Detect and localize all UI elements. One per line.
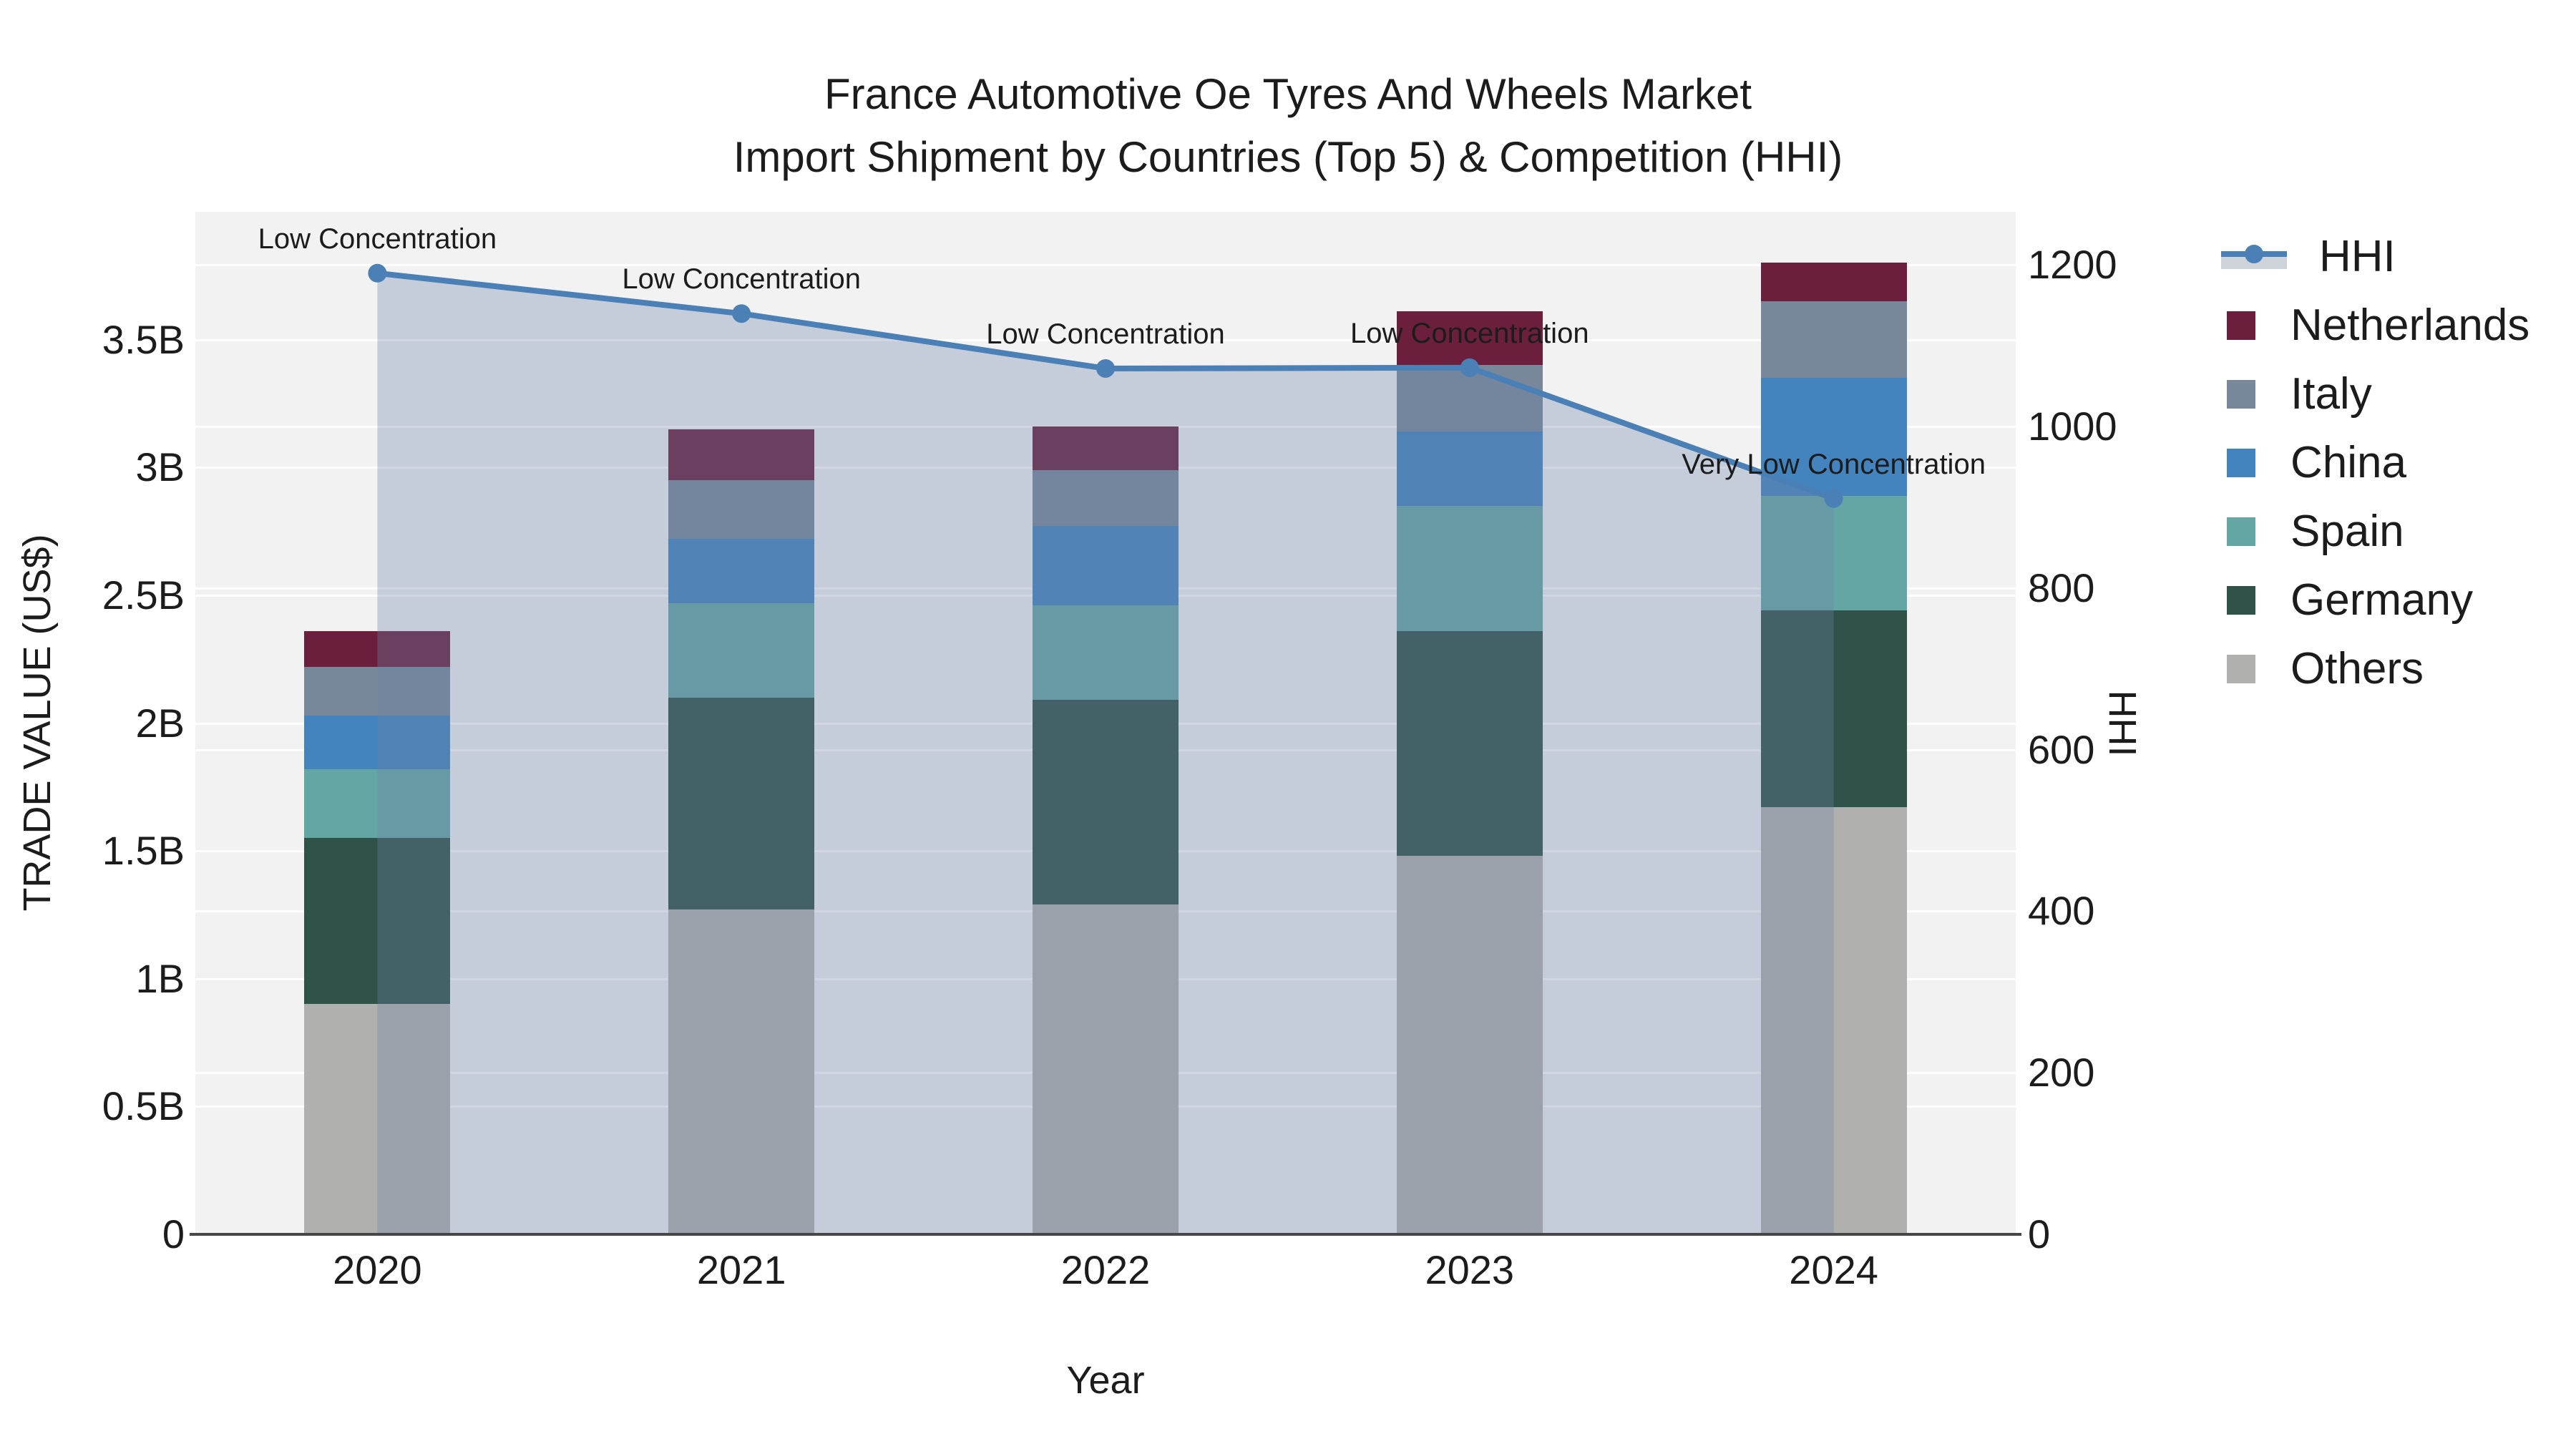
bar-segment-others-2023[interactable] [1396, 856, 1543, 1234]
x-tick-2023: 2023 [1425, 1247, 1515, 1292]
x-tick-2022: 2022 [1060, 1247, 1151, 1292]
y-axis-title-right: HHI [2101, 690, 2144, 757]
bar-segment-spain-2023[interactable] [1396, 505, 1543, 631]
plot-area [195, 212, 2016, 1234]
y-left-tick-3.5B: 3.5B [102, 316, 185, 362]
bar-segment-germany-2024[interactable] [1760, 610, 1907, 808]
legend-item-italy[interactable]: Italy [2221, 360, 2529, 429]
y-left-tick-0.5B: 0.5B [102, 1083, 185, 1129]
hhi-marker-2023[interactable] [1460, 358, 1479, 377]
x-tick-2020: 2020 [333, 1247, 422, 1292]
legend-swatch-spain-icon [2227, 517, 2255, 546]
chart-title-line-2: Import Shipment by Countries (Top 5) & C… [733, 133, 1843, 181]
hhi-area-fill [377, 273, 1834, 1234]
legend-item-spain[interactable]: Spain [2221, 497, 2529, 566]
legend-label-netherlands: Netherlands [2290, 301, 2530, 350]
legend-label-others: Others [2290, 644, 2424, 693]
legend-item-netherlands[interactable]: Netherlands [2221, 291, 2529, 360]
legend-swatch-italy-icon [2227, 380, 2255, 409]
bar-segment-others-2020[interactable] [304, 1004, 451, 1234]
legend-swatch-others-icon [2227, 655, 2255, 683]
bar-segment-germany-2020[interactable] [304, 838, 451, 1005]
bar-segment-spain-2021[interactable] [668, 602, 815, 698]
y-left-tick-1.5B: 1.5B [102, 828, 185, 874]
legend-item-china[interactable]: China [2221, 429, 2529, 497]
bar-segment-netherlands-2024[interactable] [1760, 263, 1907, 302]
annotation-2021: Low Concentration [622, 263, 861, 296]
hhi-line-layer [368, 263, 1843, 1234]
y-right-tick-800: 800 [2028, 565, 2095, 610]
legend: HHI Netherlands Italy China Spain Germany Othe… [2221, 223, 2529, 703]
y-left-tick-1B: 1B [135, 955, 185, 1001]
legend-item-germany[interactable]: Germany [2221, 566, 2529, 635]
legend-swatch-germany-icon [2227, 586, 2255, 615]
gridline [195, 264, 2016, 266]
y-left-tick-0: 0 [162, 1211, 185, 1257]
legend-label-hhi: HHI [2319, 232, 2396, 281]
bar-segment-italy-2022[interactable] [1033, 469, 1179, 527]
bar-segment-others-2024[interactable] [1760, 807, 1907, 1234]
legend-item-hhi[interactable]: HHI [2221, 223, 2529, 291]
annotation-2024: Very Low Concentration [1682, 448, 1986, 480]
bar-segment-spain-2020[interactable] [304, 769, 451, 839]
y-right-tick-200: 200 [2028, 1050, 2095, 1096]
bar-segment-china-2024[interactable] [1760, 378, 1907, 496]
bar-segment-others-2022[interactable] [1033, 904, 1179, 1234]
x-tick-2021: 2021 [696, 1247, 786, 1292]
legend-item-others[interactable]: Others [2221, 635, 2529, 703]
bar-segment-germany-2022[interactable] [1033, 700, 1179, 905]
legend-swatch-china-icon [2227, 449, 2255, 477]
y-right-tick-0: 0 [2028, 1211, 2051, 1257]
bar-segment-china-2023[interactable] [1396, 431, 1543, 506]
legend-label-germany: Germany [2290, 575, 2473, 625]
y-right-tick-1200: 1200 [2028, 242, 2117, 288]
bar-segment-netherlands-2023[interactable] [1396, 311, 1543, 366]
hhi-line-swatch-icon [2221, 243, 2287, 271]
annotation-2020: Low Concentration [258, 223, 497, 255]
bar-segment-spain-2024[interactable] [1760, 495, 1907, 611]
bar-segment-china-2020[interactable] [304, 715, 451, 769]
chart-title: France Automotive Oe Tyres And Wheels Ma… [0, 63, 2576, 189]
bar-segment-china-2022[interactable] [1033, 526, 1179, 606]
annotation-2023: Low Concentration [1350, 317, 1589, 349]
legend-swatch-netherlands-icon [2227, 311, 2255, 340]
bar-segment-germany-2023[interactable] [1396, 630, 1543, 857]
y-right-tick-1000: 1000 [2028, 404, 2117, 449]
y-left-tick-2B: 2B [135, 700, 185, 746]
y-left-tick-3B: 3B [135, 444, 185, 490]
bar-segment-china-2021[interactable] [668, 539, 815, 603]
bar-segment-netherlands-2022[interactable] [1033, 426, 1179, 470]
bar-segment-italy-2024[interactable] [1760, 301, 1907, 379]
bar-segment-germany-2021[interactable] [668, 697, 815, 910]
x-tick-2024: 2024 [1789, 1247, 1878, 1292]
legend-label-china: China [2290, 438, 2406, 487]
legend-label-italy: Italy [2290, 369, 2372, 419]
hhi-marker-2021[interactable] [732, 304, 751, 323]
chart-title-line-1: France Automotive Oe Tyres And Wheels Ma… [824, 70, 1752, 118]
legend-label-spain: Spain [2290, 507, 2404, 556]
y-right-tick-400: 400 [2028, 888, 2095, 934]
x-axis-title: Year [1066, 1359, 1145, 1402]
bar-segment-italy-2020[interactable] [304, 666, 451, 716]
hhi-marker-2022[interactable] [1096, 358, 1115, 378]
bar-segment-others-2021[interactable] [668, 909, 815, 1234]
bar-segment-italy-2021[interactable] [668, 480, 815, 540]
y-right-tick-600: 600 [2028, 726, 2095, 772]
y-axis-title-left: TRADE VALUE (US$) [16, 534, 59, 912]
bar-segment-netherlands-2021[interactable] [668, 429, 815, 481]
bar-segment-spain-2022[interactable] [1033, 605, 1179, 701]
bar-segment-netherlands-2020[interactable] [304, 630, 451, 667]
hhi-marker-2020[interactable] [368, 263, 387, 283]
x-axis-line [190, 1233, 2021, 1236]
y-left-tick-2.5B: 2.5B [102, 572, 185, 618]
hhi-marker-2024[interactable] [1824, 489, 1843, 508]
annotation-2022: Low Concentration [986, 318, 1225, 350]
gridline [195, 339, 2016, 341]
